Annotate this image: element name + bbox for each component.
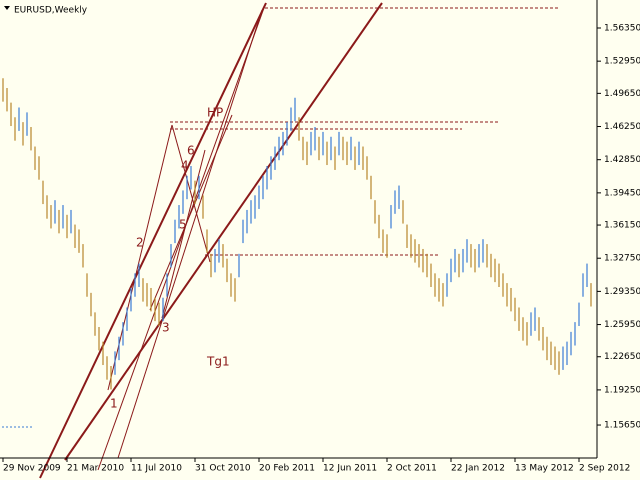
bars bbox=[2, 78, 592, 390]
x-tick-label: 29 Nov 2009 bbox=[3, 464, 61, 474]
y-tick-label: 1.49650 bbox=[604, 89, 640, 99]
y-tick-label: 1.25950 bbox=[604, 320, 640, 330]
annotation: 1 bbox=[110, 397, 118, 411]
x-tick-label: 12 Jun 2011 bbox=[323, 464, 377, 474]
annotation: Tg1 bbox=[206, 355, 230, 369]
annotation: 3 bbox=[162, 321, 170, 335]
annotation: 4 bbox=[181, 159, 189, 173]
y-tick-label: 1.42850 bbox=[604, 155, 640, 165]
x-tick-label: 2 Oct 2011 bbox=[387, 464, 437, 474]
annotation: 6 bbox=[187, 144, 195, 158]
x-tick-label: 11 Jul 2010 bbox=[131, 464, 182, 474]
y-tick-label: 1.39450 bbox=[604, 188, 640, 198]
menu-arrow[interactable] bbox=[4, 6, 10, 10]
annotation: 5 bbox=[179, 218, 187, 232]
x-tick-label: 2 Sep 2012 bbox=[579, 464, 630, 474]
drawings bbox=[2, 2, 558, 479]
y-tick-label: 1.46250 bbox=[604, 122, 640, 132]
x-tick-label: 21 Mar 2010 bbox=[67, 464, 124, 474]
y-tick-label: 1.56350 bbox=[604, 23, 640, 33]
annotation: 2 bbox=[136, 236, 144, 250]
y-tick-label: 1.52950 bbox=[604, 57, 640, 67]
x-tick-label: 31 Oct 2010 bbox=[195, 464, 251, 474]
y-tick-label: 1.19250 bbox=[604, 385, 640, 395]
y-tick-label: 1.15650 bbox=[604, 421, 640, 431]
x-tick-label: 22 Jan 2012 bbox=[451, 464, 505, 474]
y-tick-label: 1.29350 bbox=[604, 287, 640, 297]
annotation: HP bbox=[207, 106, 223, 120]
y-tick-label: 1.32750 bbox=[604, 254, 640, 264]
y-tick-label: 1.22650 bbox=[604, 352, 640, 362]
x-tick-label: 20 Feb 2011 bbox=[259, 464, 315, 474]
x-tick-label: 13 May 2012 bbox=[515, 464, 574, 474]
y-tick-label: 1.36150 bbox=[604, 221, 640, 231]
chart-title: EURUSD,Weekly bbox=[14, 6, 88, 16]
